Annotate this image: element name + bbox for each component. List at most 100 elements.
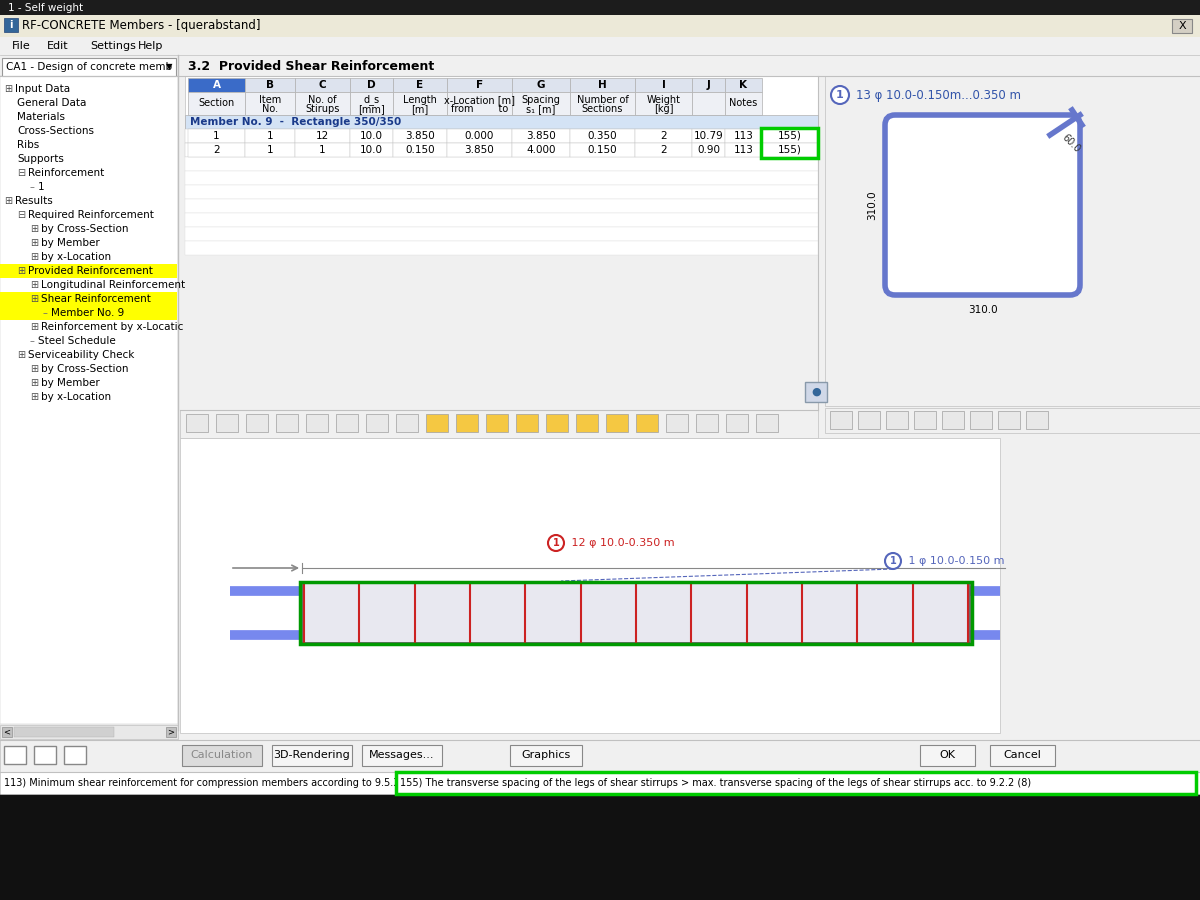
- Text: [mm]: [mm]: [358, 104, 385, 114]
- Bar: [0, 740, 1200, 772]
- Bar: [0, 725, 178, 739]
- Bar: [858, 411, 880, 429]
- Bar: [830, 411, 852, 429]
- Bar: [180, 438, 1000, 733]
- Bar: [725, 143, 762, 157]
- Text: D: D: [367, 80, 376, 90]
- Text: by Cross-Section: by Cross-Section: [41, 364, 128, 374]
- Text: by x-Location: by x-Location: [41, 392, 112, 402]
- Text: by Member: by Member: [41, 378, 100, 388]
- Bar: [185, 199, 818, 213]
- Bar: [394, 78, 446, 92]
- Text: 0.150: 0.150: [588, 145, 617, 155]
- Text: 310.0: 310.0: [967, 305, 997, 315]
- Bar: [180, 410, 818, 438]
- Text: No.: No.: [262, 104, 278, 114]
- Bar: [295, 129, 350, 143]
- Text: 1 - Self weight: 1 - Self weight: [8, 3, 83, 13]
- Text: Spacing: Spacing: [522, 95, 560, 105]
- Text: Graphics: Graphics: [521, 750, 571, 760]
- Text: ⊞: ⊞: [30, 364, 38, 374]
- Bar: [295, 78, 350, 92]
- Bar: [245, 78, 295, 92]
- Text: B: B: [266, 80, 274, 90]
- Bar: [306, 414, 328, 432]
- Text: <: <: [4, 727, 11, 736]
- Bar: [4, 746, 26, 764]
- Text: Edit: Edit: [47, 41, 68, 51]
- Bar: [245, 92, 295, 115]
- Bar: [942, 411, 964, 429]
- Text: General Data: General Data: [17, 98, 86, 108]
- Bar: [188, 143, 245, 157]
- Bar: [696, 414, 718, 432]
- Bar: [512, 143, 570, 157]
- Bar: [0, 76, 178, 724]
- Bar: [14, 727, 114, 737]
- Bar: [185, 129, 818, 143]
- Text: 1: 1: [836, 90, 844, 100]
- Bar: [516, 414, 538, 432]
- Bar: [446, 143, 512, 157]
- Text: Member No. 9  -  Rectangle 350/350: Member No. 9 - Rectangle 350/350: [190, 117, 401, 127]
- Text: –: –: [30, 182, 35, 192]
- Bar: [761, 128, 818, 158]
- Text: 10.0: 10.0: [360, 145, 383, 155]
- Text: Cross-Sections: Cross-Sections: [17, 126, 94, 136]
- Text: 155): 155): [778, 131, 802, 141]
- Bar: [0, 0, 1200, 15]
- Text: 1: 1: [553, 538, 559, 548]
- Text: [kg]: [kg]: [654, 104, 673, 114]
- Bar: [350, 129, 394, 143]
- Bar: [725, 129, 762, 143]
- Text: 1: 1: [266, 145, 274, 155]
- Text: ⊟: ⊟: [17, 210, 25, 220]
- Text: ⊞: ⊞: [30, 252, 38, 262]
- Bar: [635, 143, 692, 157]
- Bar: [990, 745, 1055, 766]
- Text: Number of: Number of: [577, 95, 629, 105]
- Bar: [666, 414, 688, 432]
- Text: ⊞: ⊞: [30, 238, 38, 248]
- Text: ●: ●: [811, 387, 821, 397]
- Text: 3.850: 3.850: [464, 145, 494, 155]
- Text: ⊞: ⊞: [4, 84, 12, 94]
- Text: Notes: Notes: [730, 98, 757, 109]
- Text: ⊞: ⊞: [30, 294, 38, 304]
- Bar: [2, 727, 12, 737]
- Bar: [805, 382, 827, 402]
- Text: Reinforcement by x-Locatic: Reinforcement by x-Locatic: [41, 322, 184, 332]
- Text: d_s: d_s: [364, 94, 379, 105]
- Text: Messages...: Messages...: [370, 750, 434, 760]
- Text: 3D-Rendering: 3D-Rendering: [274, 750, 350, 760]
- Text: 10.79: 10.79: [694, 131, 724, 141]
- Text: ⊞: ⊞: [30, 224, 38, 234]
- Text: Weight: Weight: [647, 95, 680, 105]
- Text: 2: 2: [660, 131, 667, 141]
- Bar: [366, 414, 388, 432]
- Bar: [692, 129, 725, 143]
- Bar: [350, 143, 394, 157]
- Text: 10.0: 10.0: [360, 131, 383, 141]
- Text: Provided Reinforcement: Provided Reinforcement: [28, 266, 152, 276]
- Text: –: –: [43, 308, 48, 318]
- Text: by Member: by Member: [41, 238, 100, 248]
- Bar: [890, 120, 1075, 290]
- Text: Reinforcement: Reinforcement: [28, 168, 104, 178]
- Text: Input Data: Input Data: [14, 84, 70, 94]
- Text: Steel Schedule: Steel Schedule: [38, 336, 115, 346]
- Bar: [570, 129, 635, 143]
- Bar: [350, 92, 394, 115]
- Text: J: J: [707, 80, 710, 90]
- Bar: [394, 92, 446, 115]
- Bar: [0, 772, 1200, 794]
- Text: ⊞: ⊞: [30, 392, 38, 402]
- Text: 3.2  Provided Shear Reinforcement: 3.2 Provided Shear Reinforcement: [188, 60, 434, 74]
- Bar: [635, 78, 692, 92]
- Bar: [180, 58, 1200, 76]
- Text: 155): 155): [778, 145, 802, 155]
- Text: Materials: Materials: [17, 112, 65, 122]
- Text: 1: 1: [266, 131, 274, 141]
- Bar: [920, 745, 974, 766]
- Bar: [185, 227, 818, 241]
